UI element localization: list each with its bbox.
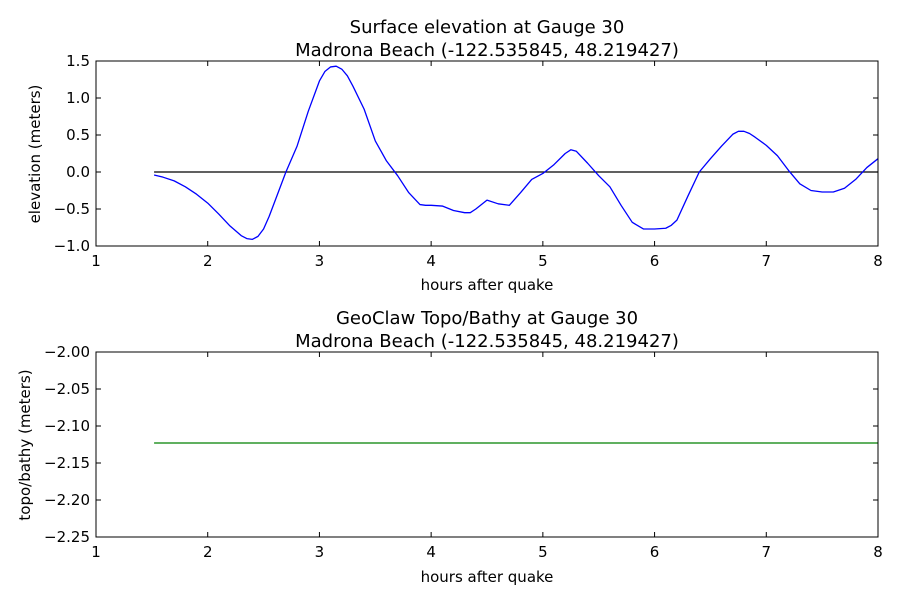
elevation-y-tick-label: −0.5 bbox=[54, 200, 90, 218]
topo-x-tick-label: 4 bbox=[426, 543, 436, 561]
topo-x-tick-label: 7 bbox=[762, 543, 772, 561]
topo-x-tick-label: 3 bbox=[315, 543, 325, 561]
topo-y-tick-label: −2.15 bbox=[44, 454, 90, 472]
elevation-axes-frame bbox=[95, 60, 879, 247]
elevation-y-tick-label: 1.0 bbox=[66, 89, 90, 107]
elevation-x-tick-label: 8 bbox=[873, 252, 883, 270]
elevation-x-axis-label: hours after quake bbox=[421, 276, 554, 294]
elevation-x-tick-label: 4 bbox=[426, 252, 436, 270]
topo-y-tick-label: −2.05 bbox=[44, 380, 90, 398]
elevation-y-tick-label: −1.0 bbox=[54, 237, 90, 255]
elevation-x-tick-label: 1 bbox=[91, 252, 101, 270]
elevation-y-tick-label: 1.5 bbox=[66, 52, 90, 70]
elevation-series-line bbox=[153, 65, 879, 240]
topo-chart-title: GeoClaw Topo/Bathy at Gauge 30 bbox=[336, 308, 638, 329]
topo-y-tick-label: −2.10 bbox=[44, 417, 90, 435]
elevation-x-tick-label: 7 bbox=[762, 252, 772, 270]
topo-x-tick-label: 8 bbox=[873, 543, 883, 561]
topo-y-tick-label: −2.25 bbox=[44, 528, 90, 546]
topo-x-tick-label: 2 bbox=[203, 543, 213, 561]
topo-x-axis-label: hours after quake bbox=[421, 568, 554, 586]
topo-x-tick-label: 5 bbox=[538, 543, 548, 561]
topo-chart-subtitle: Madrona Beach (-122.535845, 48.219427) bbox=[295, 331, 679, 352]
elevation-chart-subtitle: Madrona Beach (-122.535845, 48.219427) bbox=[295, 40, 679, 61]
elevation-y-tick-label: 0.5 bbox=[66, 126, 90, 144]
elevation-y-tick-label: 0.0 bbox=[66, 163, 90, 181]
topo-x-tick-label: 6 bbox=[650, 543, 660, 561]
elevation-x-tick-label: 5 bbox=[538, 252, 548, 270]
elevation-y-axis-label: elevation (meters) bbox=[26, 85, 44, 224]
topo-y-tick-label: −2.20 bbox=[44, 491, 90, 509]
elevation-chart-title: Surface elevation at Gauge 30 bbox=[350, 17, 625, 38]
topo-y-tick-label: −2.00 bbox=[44, 343, 90, 361]
topo-bathy-panel: GeoClaw Topo/Bathy at Gauge 30 Madrona B… bbox=[16, 308, 883, 586]
elevation-x-tick-label: 3 bbox=[315, 252, 325, 270]
topo-x-tick-label: 1 bbox=[91, 543, 101, 561]
elevation-x-tick-label: 6 bbox=[650, 252, 660, 270]
topo-y-axis-label: topo/bathy (meters) bbox=[16, 369, 34, 520]
topo-axes-frame bbox=[95, 351, 879, 538]
topo-plot-area: 1 2 3 4 5 6 7 8 −2.25 −2.20 −2.15 −2.10 −2.05 −2.00 bbox=[44, 343, 883, 561]
elevation-plot-area: 1 2 3 4 5 6 7 8 −1.0 −0.5 0.0 0.5 1.0 1.5 bbox=[54, 52, 883, 270]
elevation-panel: Surface elevation at Gauge 30 Madrona Be… bbox=[26, 17, 883, 294]
elevation-x-tick-label: 2 bbox=[203, 252, 213, 270]
